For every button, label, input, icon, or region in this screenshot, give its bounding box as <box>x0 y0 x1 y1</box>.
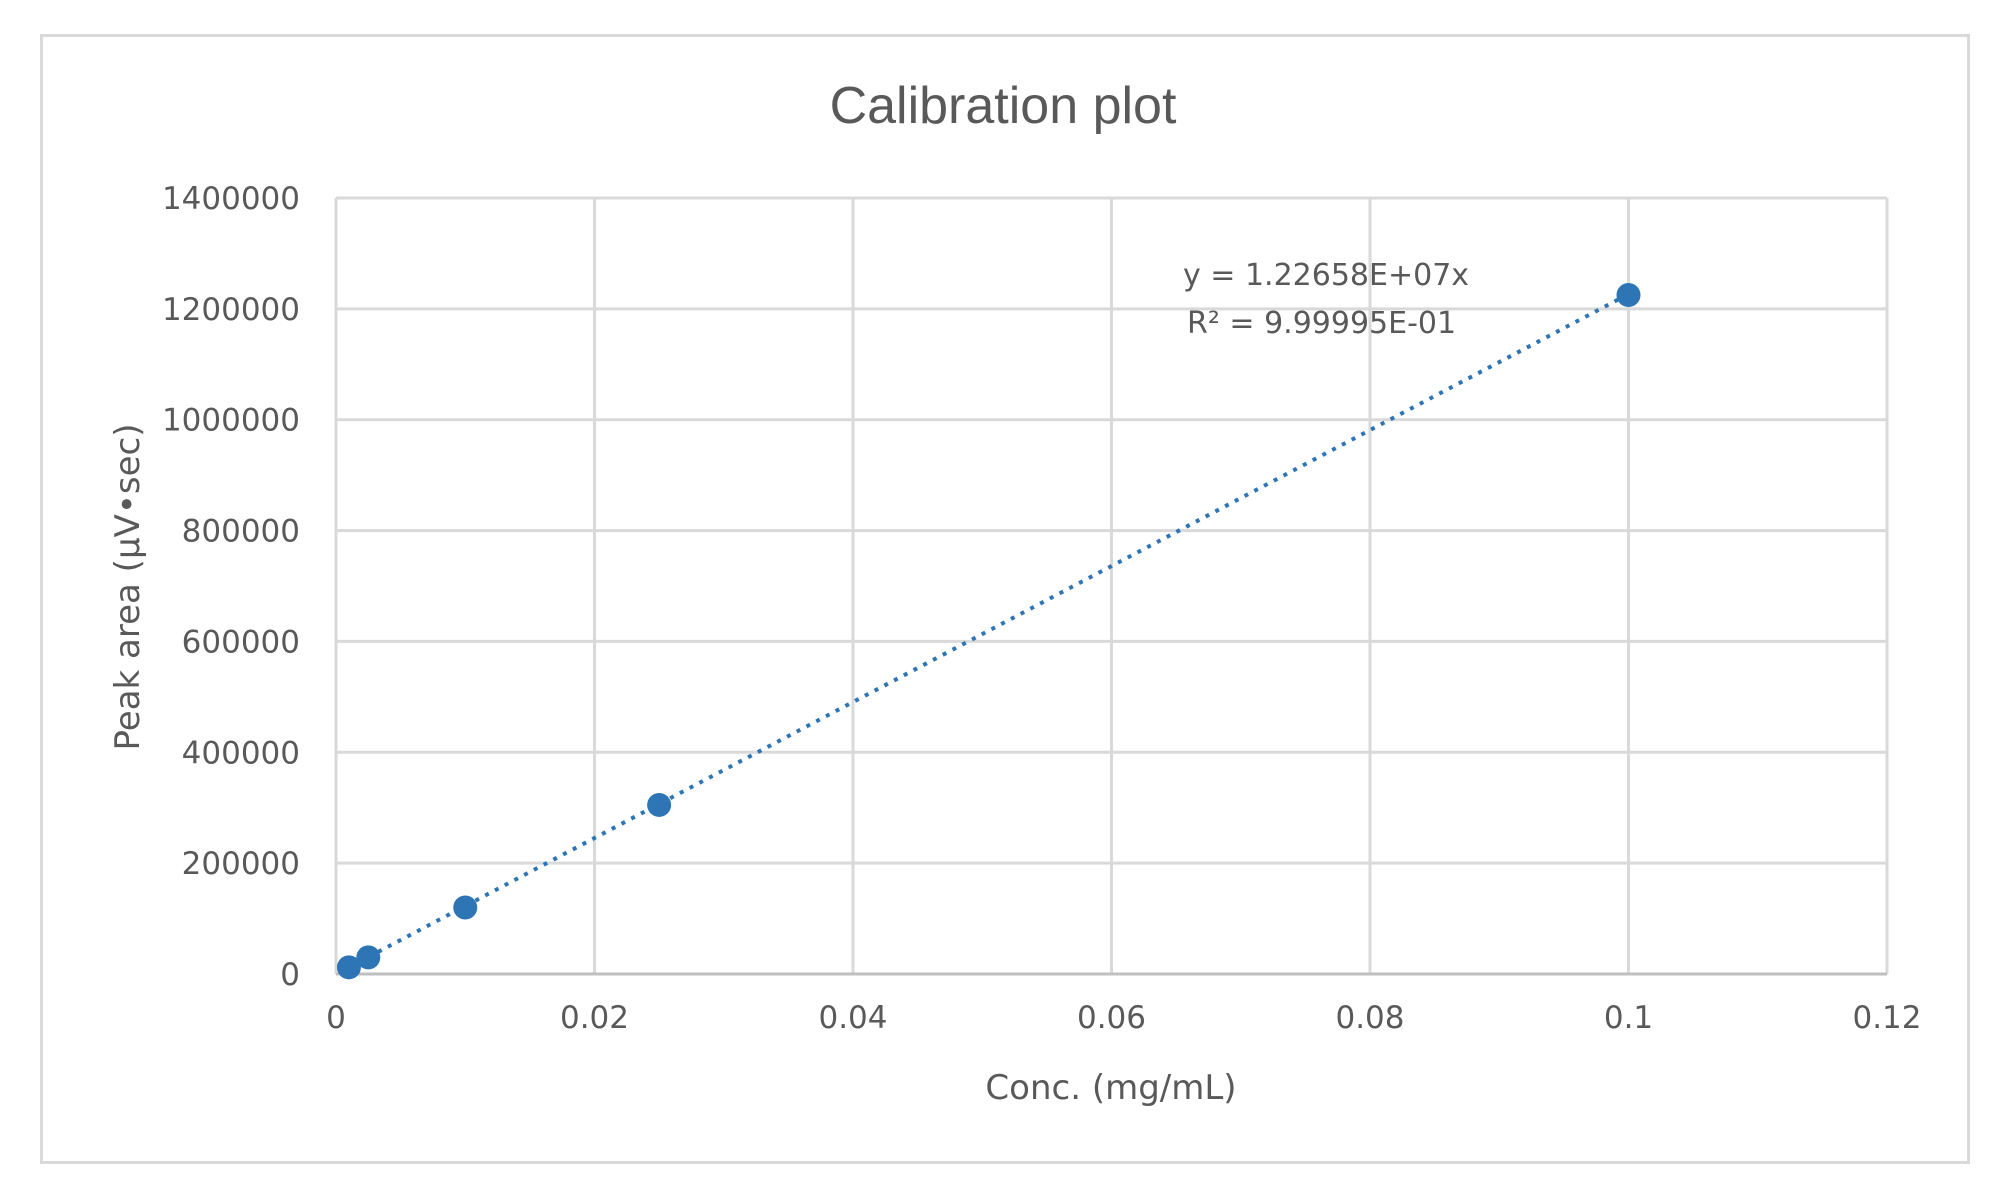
data-point <box>453 895 478 920</box>
y-tick-label: 400000 <box>182 735 300 771</box>
x-tick-label: 0.1 <box>1604 1000 1653 1036</box>
y-tick-label: 1200000 <box>162 292 300 328</box>
trendline-r-squared: R² = 9.99995E-01 <box>1187 306 1456 341</box>
data-points <box>336 283 1641 980</box>
y-tick-label: 1000000 <box>162 403 300 439</box>
grid-lines <box>334 196 1889 976</box>
x-tick-label: 0.02 <box>560 1000 629 1036</box>
x-tick-label: 0.12 <box>1852 1000 1921 1036</box>
x-axis-label: Conc. (mg/mL) <box>985 1068 1236 1108</box>
y-tick-label: 200000 <box>182 846 300 882</box>
x-tick-label: 0 <box>326 1000 346 1036</box>
x-tick-label: 0.06 <box>1077 1000 1146 1036</box>
y-tick-label: 800000 <box>182 514 300 550</box>
y-axis-label: Peak area (µV•sec) <box>108 424 148 751</box>
tick-labels: 0 0.02 0.04 0.06 0.08 0.1 0.12 0 200000 400000 600… <box>162 181 1922 1036</box>
data-point <box>647 792 672 817</box>
calibration-chart: Calibration plot 0 0.02 0.04 0.06 0.08 0.1 0.1… <box>108 77 1922 1108</box>
x-tick-label: 0.04 <box>818 1000 887 1036</box>
data-point <box>1616 283 1641 307</box>
data-point <box>356 945 381 970</box>
chart-title: Calibration plot <box>830 77 1177 135</box>
trendline-equation: y = 1.22658E+07x <box>1183 258 1469 293</box>
y-tick-label: 1400000 <box>162 181 300 217</box>
data-point <box>336 955 361 980</box>
y-tick-label: 600000 <box>182 624 300 660</box>
linear-trendline <box>347 292 1630 969</box>
chart-frame: Calibration plot 0 0.02 0.04 0.06 0.08 0.1 0.1… <box>40 34 1970 1164</box>
x-tick-label: 0.08 <box>1335 1000 1404 1036</box>
y-tick-label: 0 <box>280 957 300 993</box>
